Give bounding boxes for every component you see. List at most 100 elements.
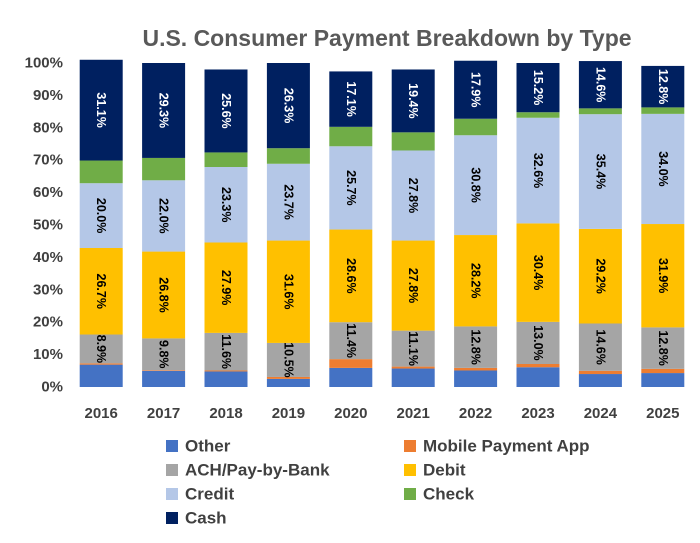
bar-debit-2021 — [391, 240, 435, 331]
data-label-ach-pay-by-bank-2017: 9.8% — [157, 340, 171, 369]
y-tick-label-3: 30% — [33, 281, 63, 298]
bar-debit-2020 — [329, 229, 373, 323]
y-tick-label-4: 40% — [33, 249, 63, 266]
bar-ach-pay-by-bank-2024 — [578, 323, 622, 371]
bar-credit-2018 — [204, 167, 248, 243]
bar-mobile-payment-app-2016 — [79, 363, 123, 365]
y-tick-label-10: 100% — [25, 55, 63, 72]
data-label-credit-2023: 32.6% — [531, 153, 545, 188]
bar-check-2023 — [516, 112, 560, 118]
data-label-debit-2020: 28.6% — [344, 258, 358, 293]
bar-other-2018 — [204, 371, 248, 387]
data-label-credit-2024: 35.4% — [593, 154, 607, 189]
data-label-debit-2019: 31.6% — [281, 274, 295, 309]
legend-label-credit: Credit — [185, 485, 234, 504]
data-label-ach-pay-by-bank-2023: 13.0% — [531, 325, 545, 360]
legend-swatch-other — [166, 440, 178, 452]
legend-label-cash: Cash — [185, 509, 227, 528]
data-label-cash-2020: 17.1% — [344, 81, 358, 116]
bar-credit-2021 — [391, 150, 435, 241]
data-label-ach-pay-by-bank-2021: 11.1% — [406, 331, 420, 366]
y-tick-label-2: 20% — [33, 314, 63, 331]
x-tick-label-2024: 2024 — [584, 405, 618, 422]
chart-title: U.S. Consumer Payment Breakdown by Type — [142, 25, 631, 51]
data-label-credit-2017: 22.0% — [157, 198, 171, 233]
x-tick-label-2017: 2017 — [147, 405, 180, 422]
bar-other-2016 — [79, 364, 123, 387]
bar-cash-2024 — [578, 61, 622, 109]
bar-ach-pay-by-bank-2025 — [641, 327, 685, 369]
data-label-cash-2023: 15.2% — [531, 70, 545, 105]
legend-swatch-ach-pay-by-bank — [166, 464, 178, 476]
data-label-credit-2016: 20.0% — [94, 198, 108, 233]
data-label-debit-2024: 29.2% — [593, 258, 607, 293]
bar-cash-2020 — [329, 71, 373, 127]
bar-mobile-payment-app-2021 — [391, 366, 435, 369]
data-label-cash-2021: 19.4% — [406, 83, 420, 118]
y-tick-label-1: 10% — [33, 346, 63, 363]
data-label-cash-2025: 12.8% — [656, 69, 670, 104]
bar-check-2018 — [204, 152, 248, 168]
bar-mobile-payment-app-2025 — [641, 368, 685, 374]
bar-ach-pay-by-bank-2016 — [79, 334, 123, 364]
data-label-cash-2018: 25.6% — [219, 93, 233, 128]
bar-other-2025 — [641, 373, 685, 387]
bar-check-2019 — [266, 148, 310, 164]
y-tick-label-9: 90% — [33, 87, 63, 104]
y-tick-label-7: 70% — [33, 152, 63, 169]
data-label-credit-2022: 30.8% — [469, 167, 483, 202]
data-label-ach-pay-by-bank-2025: 12.8% — [656, 330, 670, 365]
bar-other-2020 — [329, 367, 373, 387]
bar-mobile-payment-app-2023 — [516, 363, 560, 368]
bar-credit-2025 — [641, 113, 685, 225]
bar-debit-2017 — [142, 251, 186, 339]
bar-other-2023 — [516, 367, 560, 387]
data-label-ach-pay-by-bank-2019: 10.5% — [281, 342, 295, 377]
data-label-debit-2025: 31.9% — [656, 258, 670, 293]
bar-ach-pay-by-bank-2023 — [516, 321, 560, 364]
data-label-ach-pay-by-bank-2016: 8.9% — [94, 335, 108, 364]
bar-debit-2023 — [516, 223, 560, 322]
bar-ach-pay-by-bank-2018 — [204, 332, 248, 371]
y-tick-label-5: 50% — [33, 217, 63, 234]
bar-debit-2018 — [204, 242, 248, 333]
bar-check-2024 — [578, 108, 622, 115]
bar-check-2022 — [454, 118, 498, 136]
x-tick-label-2020: 2020 — [334, 405, 367, 422]
data-label-cash-2019: 26.3% — [281, 88, 295, 123]
y-tick-label-8: 80% — [33, 119, 63, 136]
bar-credit-2023 — [516, 117, 560, 224]
bar-cash-2025 — [641, 65, 685, 108]
legend: Other Mobile Payment App ACH/Pay-by-Bank De… — [166, 437, 590, 528]
bar-debit-2019 — [266, 240, 310, 343]
bar-other-2024 — [578, 374, 622, 387]
bar-credit-2017 — [142, 180, 186, 252]
bar-cash-2016 — [79, 59, 123, 161]
bar-cash-2022 — [454, 60, 498, 119]
bar-other-2022 — [454, 370, 498, 387]
bar-check-2020 — [329, 126, 373, 147]
legend-label-other: Other — [185, 437, 231, 456]
data-label-debit-2021: 27.8% — [406, 268, 420, 303]
bar-other-2021 — [391, 368, 435, 387]
data-label-ach-pay-by-bank-2020: 11.4% — [344, 323, 358, 358]
legend-label-ach-pay-by-bank: ACH/Pay-by-Bank — [185, 461, 330, 480]
legend-label-mobile-payment-app: Mobile Payment App — [423, 437, 590, 456]
bar-credit-2016 — [79, 183, 123, 249]
bar-cash-2017 — [142, 63, 186, 158]
data-label-ach-pay-by-bank-2018: 11.6% — [219, 334, 233, 369]
bar-mobile-payment-app-2022 — [454, 367, 498, 371]
bar-mobile-payment-app-2018 — [204, 370, 248, 372]
bar-other-2017 — [142, 370, 186, 387]
data-label-cash-2024: 14.6% — [593, 67, 607, 102]
data-label-debit-2018: 27.9% — [219, 270, 233, 305]
bar-debit-2024 — [578, 228, 622, 324]
bar-check-2021 — [391, 132, 435, 151]
x-tick-label-2016: 2016 — [85, 405, 118, 422]
axes: 2016 2017 2018 2019 2020 2021 2022 2023 2024 2025… — [25, 55, 680, 423]
data-label-ach-pay-by-bank-2022: 12.8% — [469, 329, 483, 364]
data-label-cash-2016: 31.1% — [94, 92, 108, 127]
bar-cash-2019 — [266, 63, 310, 149]
x-tick-label-2019: 2019 — [272, 405, 305, 422]
